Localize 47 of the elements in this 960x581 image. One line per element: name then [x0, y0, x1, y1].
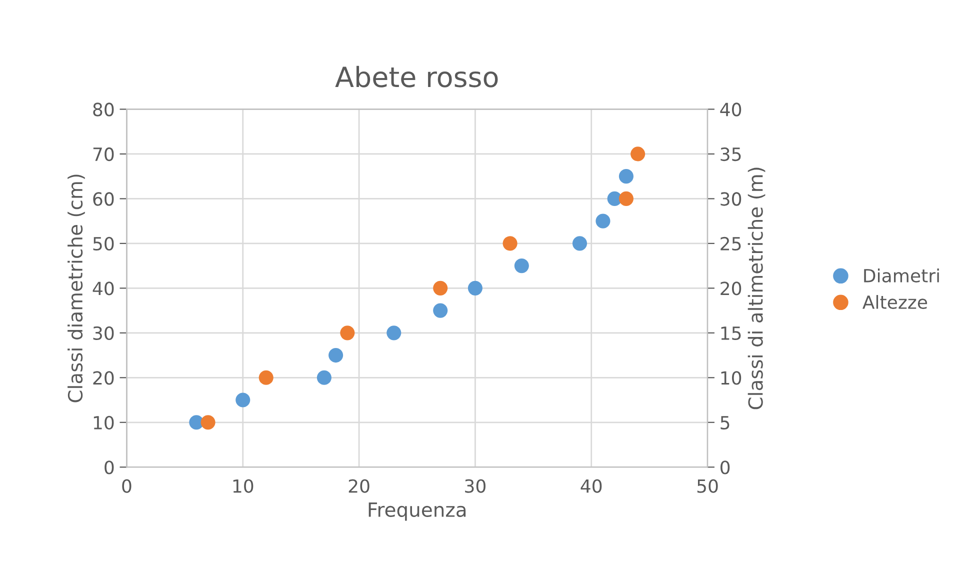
x-axis-title: Frequenza	[368, 502, 466, 521]
point	[630, 146, 646, 162]
chart-title: Abete rosso	[335, 66, 498, 88]
x-tick-label: 20	[348, 479, 370, 493]
y2-tick-label: 25	[720, 236, 741, 251]
point	[596, 214, 610, 228]
y2-tick-label: 10	[721, 371, 742, 385]
y-tick-label: 50	[93, 236, 114, 251]
y-tick-label: 80	[93, 102, 114, 116]
legend-label: Altezze	[862, 295, 928, 309]
x-tick-label: 10	[233, 479, 254, 493]
point	[572, 236, 588, 251]
point	[340, 326, 355, 340]
point	[328, 348, 344, 363]
y2-tick-label: 40	[720, 102, 742, 116]
y2-tick-label: 0	[720, 460, 730, 474]
y2-tick-label: 5	[720, 416, 730, 430]
y2-tick-label: 15	[721, 326, 741, 340]
y2-tick-label: 20	[720, 282, 742, 296]
y-tick-label: 60	[93, 192, 114, 206]
point	[433, 303, 448, 318]
y-tick-label: 70	[93, 147, 114, 162]
x-tick-label: 30	[465, 479, 486, 493]
point	[514, 258, 529, 274]
x-tick-label: 50	[697, 479, 718, 493]
point	[258, 370, 274, 385]
y-tick-label: 40	[92, 282, 114, 296]
point	[618, 169, 634, 184]
legend-label: Diametri	[864, 268, 939, 282]
point	[618, 191, 634, 206]
y2-tick-label: 35	[720, 147, 741, 162]
point	[502, 236, 518, 251]
y-tick-label: 20	[93, 371, 114, 385]
point	[468, 280, 482, 296]
point	[200, 415, 216, 430]
x-tick-label: 0	[122, 479, 132, 493]
y-axis-title: Classi diametriche (cm)	[68, 174, 85, 402]
point	[433, 280, 448, 296]
x-tick-label: 40	[580, 479, 602, 493]
y2-tick-label: 30	[720, 192, 742, 206]
point	[236, 392, 250, 408]
point	[316, 370, 332, 385]
point	[386, 326, 402, 340]
y-tick-label: 30	[93, 326, 114, 340]
y-tick-label: 0	[104, 460, 114, 474]
y2-axis-title: Classi di altimetriche (m)	[748, 168, 766, 410]
y-tick-label: 10	[94, 416, 114, 430]
